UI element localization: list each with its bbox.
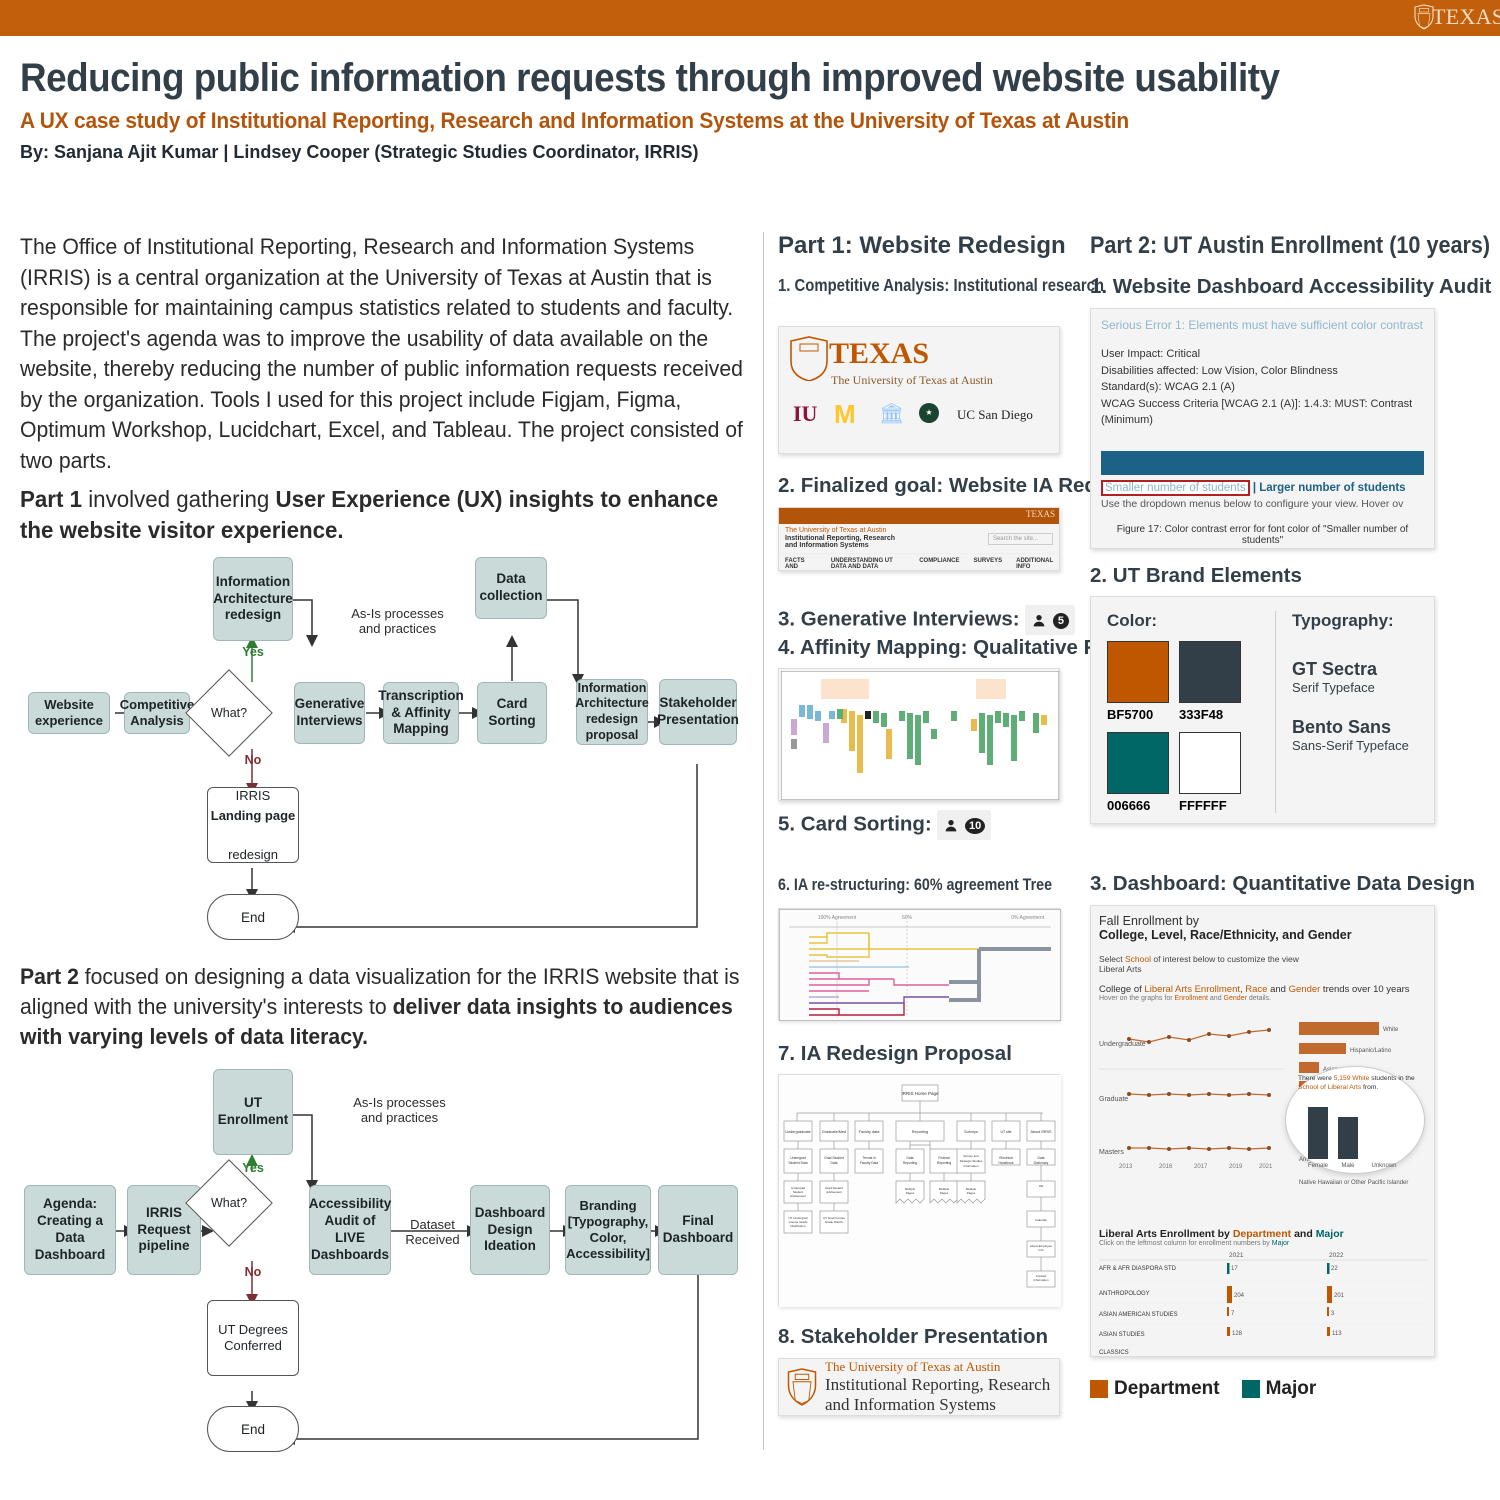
svg-text:2016: 2016: [1159, 1164, 1173, 1170]
svg-text:Data: Data: [1038, 1156, 1045, 1160]
svg-text:Federal: Federal: [938, 1156, 949, 1160]
svg-text:Faculty Data: Faculty Data: [860, 1161, 879, 1165]
svg-text:0% Agreement: 0% Agreement: [1011, 915, 1044, 921]
svg-text:Information: Information: [963, 1164, 978, 1168]
svg-text:Female: Female: [1308, 1163, 1329, 1169]
svg-text:2019: 2019: [1229, 1164, 1243, 1170]
svg-text:Handbook: Handbook: [998, 1161, 1013, 1165]
svg-text:100% Agreement: 100% Agreement: [818, 915, 857, 921]
svg-text:Male: Male: [1341, 1163, 1355, 1169]
svg-text:201: 201: [1334, 1293, 1345, 1299]
svg-text:Strategic Studies: Strategic Studies: [960, 1159, 983, 1163]
svg-text:IRRIS Home Page: IRRIS Home Page: [901, 1091, 939, 1096]
svg-text:UT site: UT site: [1000, 1130, 1011, 1134]
svg-text:ANTHROPOLOGY: ANTHROPOLOGY: [1099, 1291, 1150, 1297]
svg-text:17: 17: [1231, 1266, 1238, 1272]
svg-text:2017: 2017: [1194, 1164, 1208, 1170]
svg-text:204: 204: [1234, 1293, 1245, 1299]
svg-text:113: 113: [1332, 1331, 1342, 1337]
svg-text:Data: Data: [831, 1161, 838, 1165]
svg-text:CLASSICS: CLASSICS: [1099, 1350, 1129, 1356]
svg-text:ASIAN AMERICAN STUDIES: ASIAN AMERICAN STUDIES: [1099, 1312, 1178, 1318]
svg-text:Native Hawaiian or Other Pacif: Native Hawaiian or Other Pacific Islande…: [1299, 1180, 1408, 1186]
svg-text:Info: Info: [1038, 1248, 1043, 1252]
svg-text:Electrical: Electrical: [999, 1156, 1013, 1160]
svg-text:Advisement: Advisement: [790, 1194, 806, 1198]
svg-text:Distribution: Distribution: [790, 1224, 805, 1228]
svg-text:AFR & AFR DIASPORA STD: AFR & AFR DIASPORA STD: [1099, 1266, 1177, 1272]
svg-text:Survey and: Survey and: [963, 1154, 979, 1158]
svg-text:Undergrad: Undergrad: [790, 1156, 806, 1160]
svg-text:Pages: Pages: [967, 1191, 976, 1195]
svg-text:Student Data: Student Data: [788, 1161, 807, 1165]
svg-text:22: 22: [1331, 1266, 1338, 1272]
svg-text:2021: 2021: [1229, 1252, 1244, 1259]
svg-text:2013: 2013: [1119, 1164, 1133, 1170]
svg-text:Graduate/Med: Graduate/Med: [822, 1130, 846, 1134]
svg-text:Reporting: Reporting: [937, 1161, 951, 1165]
svg-text:Masters: Masters: [1099, 1149, 1124, 1156]
svg-text:Undergraduate: Undergraduate: [785, 1130, 810, 1134]
svg-text:Advisement: Advisement: [826, 1190, 842, 1194]
svg-text:Trends in: Trends in: [862, 1156, 876, 1160]
svg-text:Pages: Pages: [940, 1191, 949, 1195]
svg-text:Grad Student: Grad Student: [824, 1156, 844, 1160]
svg-text:Faculty data: Faculty data: [859, 1130, 881, 1134]
svg-text:Data: Data: [907, 1156, 914, 1160]
svg-text:Unknown: Unknown: [1371, 1163, 1396, 1169]
svg-text:Surveys: Surveys: [964, 1130, 978, 1134]
svg-text:ASIAN STUDIES: ASIAN STUDIES: [1099, 1332, 1145, 1338]
svg-text:Undergraduate: Undergraduate: [1099, 1041, 1146, 1048]
svg-text:Reporting: Reporting: [903, 1161, 917, 1165]
svg-text:3: 3: [1331, 1311, 1335, 1317]
svg-text:Information: Information: [1033, 1278, 1048, 1282]
svg-text:2021: 2021: [1259, 1164, 1273, 1170]
svg-text:White: White: [1383, 1027, 1399, 1033]
svg-text:2022: 2022: [1329, 1252, 1344, 1259]
svg-text:Calendar: Calendar: [1035, 1218, 1047, 1222]
svg-text:Reporting: Reporting: [912, 1130, 928, 1134]
svg-text:Hispanic/Latino: Hispanic/Latino: [1350, 1048, 1392, 1054]
svg-text:Graduate: Graduate: [1099, 1096, 1128, 1103]
svg-text:Dictionary: Dictionary: [1034, 1161, 1049, 1165]
svg-text:128: 128: [1232, 1331, 1243, 1337]
svg-text:7: 7: [1231, 1311, 1235, 1317]
svg-text:Grade Distrib.: Grade Distrib.: [825, 1220, 844, 1224]
svg-text:Pages: Pages: [906, 1191, 915, 1195]
svg-text:About IRRIS: About IRRIS: [1030, 1130, 1052, 1134]
svg-text:60%: 60%: [902, 915, 913, 921]
